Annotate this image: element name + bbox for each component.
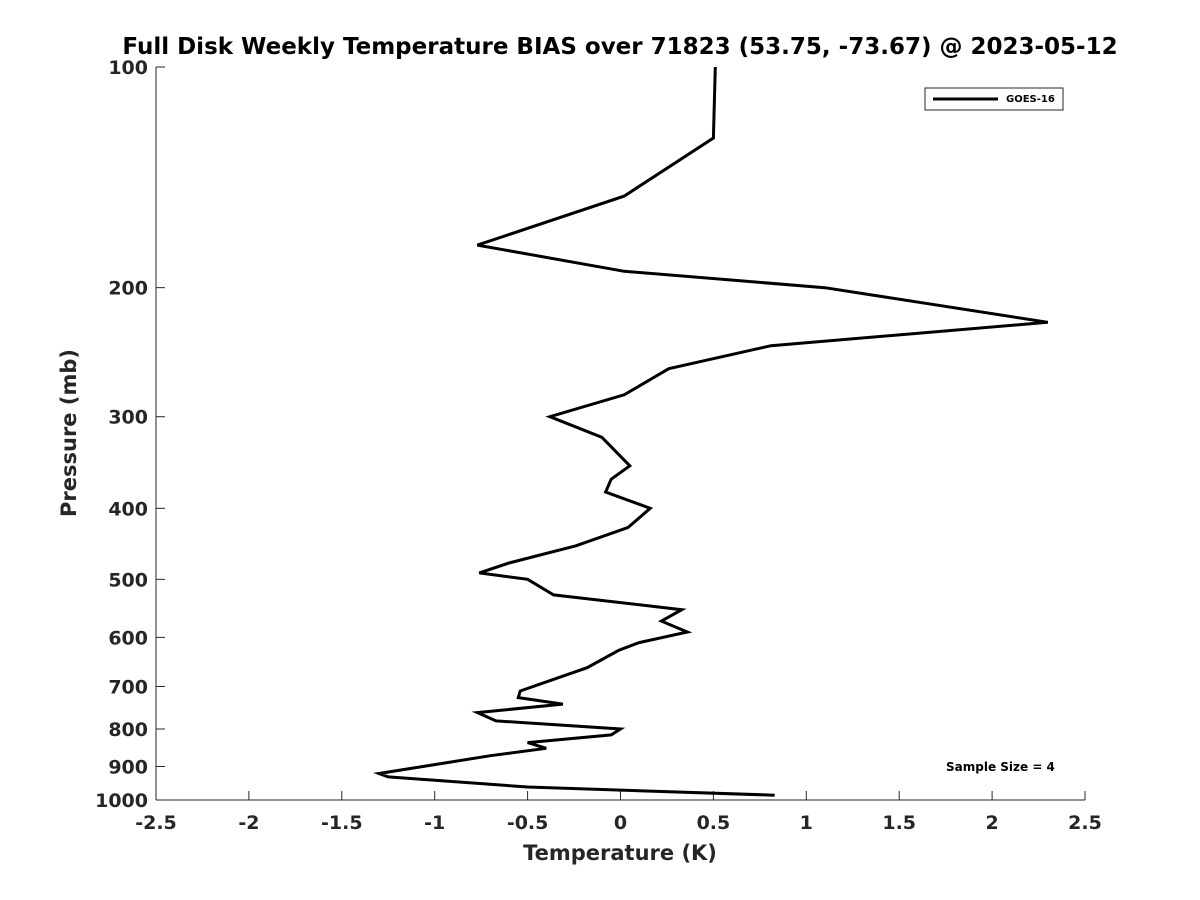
x-tick-label: 2.5 xyxy=(1068,812,1102,834)
y-tick-label: 200 xyxy=(108,278,148,300)
legend-label-goes-16: GOES-16 xyxy=(1006,94,1055,105)
y-tick-label: 600 xyxy=(108,627,148,649)
legend: GOES-16 xyxy=(924,87,1064,111)
y-tick-label: 300 xyxy=(108,407,148,429)
x-axis-label: Temperature (K) xyxy=(523,841,717,865)
y-tick-label: 400 xyxy=(108,498,148,520)
x-tick-label: 1.5 xyxy=(882,812,916,834)
x-tick-label: -2 xyxy=(238,812,259,834)
y-tick-label: 700 xyxy=(108,676,148,698)
y-tick-label: 500 xyxy=(108,569,148,591)
y-tick-label: 900 xyxy=(108,756,148,778)
x-tick-label: 2 xyxy=(985,812,998,834)
x-tick-label: -1 xyxy=(424,812,445,834)
x-axis-ticks: -2.5 -2 -1.5 -1 -0.5 0 0.5 1 1.5 2 2.5 xyxy=(135,791,1102,834)
x-tick-label: 0.5 xyxy=(697,812,731,834)
chart-title: Full Disk Weekly Temperature BIAS over 7… xyxy=(122,34,1117,60)
y-tick-label: 100 xyxy=(108,57,148,79)
x-tick-label: -0.5 xyxy=(507,812,549,834)
y-tick-label: 800 xyxy=(108,719,148,741)
x-tick-label: -1.5 xyxy=(321,812,363,834)
y-tick-label: 1000 xyxy=(95,790,148,812)
sample-size-annotation: Sample Size = 4 xyxy=(946,760,1055,774)
series-line-goes-16 xyxy=(373,66,1049,797)
y-axis-ticks: 100 200 300 400 500 600 700 800 900 1000 xyxy=(95,57,165,812)
x-tick-label: -2.5 xyxy=(135,812,177,834)
x-tick-label: 0 xyxy=(614,812,627,834)
x-tick-label: 1 xyxy=(800,812,813,834)
y-axis-label: Pressure (mb) xyxy=(57,349,81,517)
plot-area xyxy=(156,67,1085,800)
